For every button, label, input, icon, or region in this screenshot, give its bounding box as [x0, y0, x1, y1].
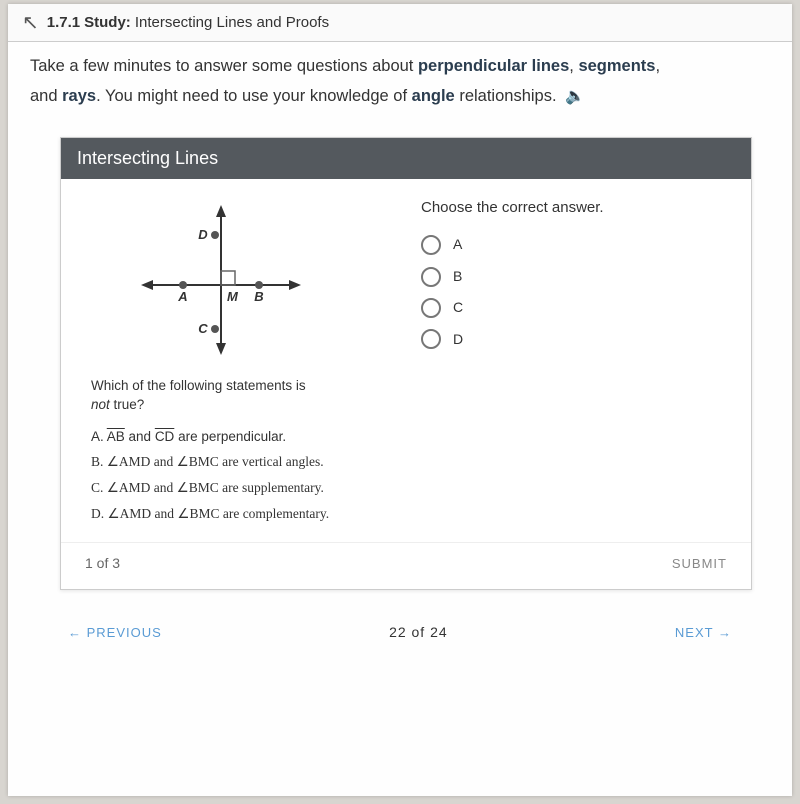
text: . You might need to use your knowledge o…: [96, 87, 412, 105]
question-count: 1 of 3: [85, 555, 120, 571]
text: ,: [655, 57, 660, 75]
header-study-label: Study:: [84, 14, 131, 31]
option-label: D: [453, 325, 463, 354]
question-card: Intersecting Lines: [60, 137, 752, 590]
card-footer: 1 of 3 SUBMIT: [61, 542, 751, 589]
seg-ab: AB: [107, 429, 125, 444]
prev-label: PREVIOUS: [87, 625, 162, 640]
option-label: C: [453, 293, 463, 322]
right-column: Choose the correct answer. A B C D: [411, 199, 721, 532]
term-angle: angle: [412, 87, 455, 105]
option-label: A: [453, 230, 462, 259]
option-a[interactable]: A: [421, 230, 721, 259]
label-A: A: [177, 289, 187, 304]
card-body: A B M D C Which of the following stateme…: [61, 179, 751, 542]
label-D: D: [198, 227, 208, 242]
radio-icon[interactable]: [421, 329, 441, 349]
question-line1: Which of the following statements is: [91, 378, 306, 393]
card-title: Intersecting Lines: [61, 138, 751, 179]
intersecting-lines-diagram: A B M D C: [131, 199, 311, 359]
text: are perpendicular.: [174, 429, 286, 444]
statement-b: B. ∠AMD and ∠BMC are vertical angles.: [91, 454, 411, 470]
page: ↖ 1.7.1 Study: Intersecting Lines and Pr…: [8, 4, 792, 796]
prompt: Choose the correct answer.: [421, 199, 721, 216]
term-perpendicular: perpendicular lines: [418, 57, 569, 75]
next-label: NEXT: [675, 625, 713, 640]
answer-options: A B C D: [421, 230, 721, 354]
question-post: true?: [110, 397, 145, 412]
radio-icon[interactable]: [421, 298, 441, 318]
page-nav: ← PREVIOUS 22 of 24 NEXT →: [8, 590, 792, 640]
option-c[interactable]: C: [421, 293, 721, 322]
option-label: B: [453, 262, 462, 291]
statement-c: C. ∠AMD and ∠BMC are supplementary.: [91, 480, 411, 496]
next-button[interactable]: NEXT →: [675, 625, 732, 640]
text: Take a few minutes to answer some questi…: [30, 57, 418, 75]
statements: A. AB and CD are perpendicular. B. ∠AMD …: [91, 429, 411, 522]
option-d[interactable]: D: [421, 325, 721, 354]
radio-icon[interactable]: [421, 235, 441, 255]
term-rays: rays: [62, 87, 96, 105]
option-b[interactable]: B: [421, 262, 721, 291]
header-bar: ↖ 1.7.1 Study: Intersecting Lines and Pr…: [8, 4, 792, 42]
label-C: C: [198, 321, 208, 336]
back-icon[interactable]: ↖: [22, 10, 39, 35]
submit-button[interactable]: SUBMIT: [672, 556, 727, 571]
question-not: not: [91, 397, 110, 412]
instructions: Take a few minutes to answer some questi…: [8, 42, 792, 129]
left-column: A B M D C Which of the following stateme…: [91, 199, 411, 532]
term-segments: segments: [578, 57, 655, 75]
statement-d: D. ∠AMD and ∠BMC are complementary.: [91, 506, 411, 522]
text: A.: [91, 429, 107, 444]
text: and: [125, 429, 155, 444]
label-M: M: [227, 289, 239, 304]
label-B: B: [254, 289, 263, 304]
header-number: 1.7.1: [47, 14, 80, 31]
page-counter: 22 of 24: [389, 624, 448, 640]
header-title: Intersecting Lines and Proofs: [135, 14, 329, 31]
radio-icon[interactable]: [421, 267, 441, 287]
text: and: [30, 87, 62, 105]
text: relationships.: [455, 87, 557, 105]
question-text: Which of the following statements is not…: [91, 377, 411, 415]
statement-a: A. AB and CD are perpendicular.: [91, 429, 411, 444]
seg-cd: CD: [155, 429, 175, 444]
audio-icon[interactable]: 🔈: [565, 83, 585, 112]
previous-button[interactable]: ← PREVIOUS: [68, 625, 162, 640]
